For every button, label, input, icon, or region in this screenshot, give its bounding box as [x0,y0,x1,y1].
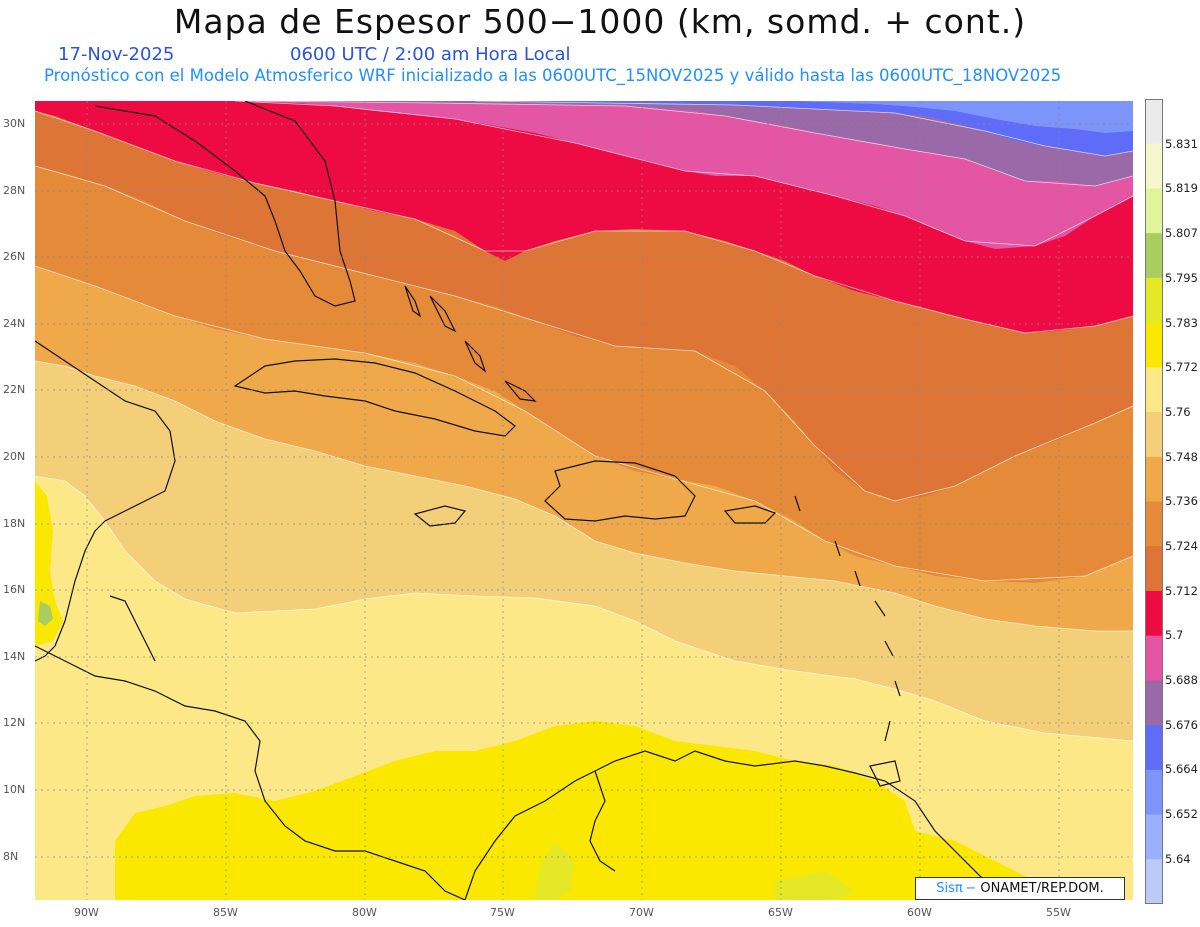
thickness-map [35,101,1133,900]
lon-label-65w: 65W [768,906,793,919]
lat-label-22n: 22N [3,383,26,396]
lon-label-75w: 75W [490,906,515,919]
legend-swatch [1145,277,1163,324]
legend-swatch [1145,590,1163,637]
legend-swatch [1145,143,1163,189]
legend-label-5-819: 5.819 [1165,181,1198,195]
onamet-credit-text: ONAMET/REP.DOM. [980,881,1104,896]
forecast-date: 17-Nov-2025 [58,44,175,65]
legend-label-5-7: 5.7 [1165,628,1184,642]
band-5-664 [475,101,1133,156]
legend-swatch [1145,99,1163,145]
band-5-652 [795,101,1133,133]
legend-swatch [1145,769,1163,816]
legend-label-5-724: 5.724 [1165,539,1198,553]
legend-label-5-736: 5.736 [1165,494,1198,508]
lat-label-12n: 12N [3,716,26,729]
lat-label-16n: 16N [3,583,26,596]
legend-label-5-64: 5.64 [1165,852,1191,866]
legend-label-5-664: 5.664 [1165,762,1198,776]
legend-label-5-795: 5.795 [1165,271,1198,285]
legend-label-5-748: 5.748 [1165,450,1198,464]
band-5-783-spot [535,841,575,900]
lon-label-60w: 60W [907,906,932,919]
lon-label-85w: 85W [213,906,238,919]
lat-label-28n: 28N [3,184,26,197]
legend-label-5-807: 5.807 [1165,226,1198,240]
legend-swatch [1145,367,1163,413]
legend-label-5-712: 5.712 [1165,584,1198,598]
lat-label-18n: 18N [3,517,26,530]
legend-label-5-688: 5.688 [1165,673,1198,687]
band-5-795-spot [38,601,53,626]
legend-swatch [1145,814,1163,860]
lat-label-24n: 24N [3,317,26,330]
legend-swatch [1145,859,1163,904]
legend-label-5-652: 5.652 [1165,807,1198,821]
legend-swatch [1145,456,1163,502]
lon-label-90w: 90W [74,906,99,919]
lon-label-70w: 70W [629,906,654,919]
lat-label-20n: 20N [3,450,26,463]
lon-label-80w: 80W [352,906,377,919]
forecast-subtitle: Pronóstico con el Modelo Atmosferico WRF… [44,66,1062,85]
forecast-time: 0600 UTC / 2:00 am Hora Local [290,44,571,65]
legend-swatch [1145,635,1163,681]
legend-swatch [1145,322,1163,368]
color-legend-bar [1145,99,1163,904]
sispi-logo-text: Sisπ − [936,881,977,896]
credit-box: Sisπ − ONAMET/REP.DOM. [915,877,1125,900]
legend-swatch [1145,546,1163,592]
legend-swatch [1145,233,1163,279]
lon-label-55w: 55W [1046,906,1071,919]
lat-label-30n: 30N [3,117,26,130]
legend-label-5-772: 5.772 [1165,360,1198,374]
legend-swatch [1145,680,1163,726]
lat-label-14n: 14N [3,650,26,663]
legend-swatch [1145,725,1163,771]
lat-lon-grid [35,101,1133,900]
legend-label-5-76: 5.76 [1165,405,1191,419]
band-5-783-spot2 [775,871,855,900]
legend-label-5-831: 5.831 [1165,137,1198,151]
legend-swatch [1145,501,1163,547]
legend-swatch [1145,188,1163,234]
map-title: Mapa de Espesor 500−1000 (km, somd. + co… [173,2,1027,41]
legend-label-5-783: 5.783 [1165,316,1198,330]
legend-swatch [1145,412,1163,458]
legend-label-5-676: 5.676 [1165,718,1198,732]
lat-label-8n: 8N [3,850,19,863]
lat-label-26n: 26N [3,250,26,263]
band-5-676 [255,101,1133,186]
lat-label-10n: 10N [3,783,26,796]
